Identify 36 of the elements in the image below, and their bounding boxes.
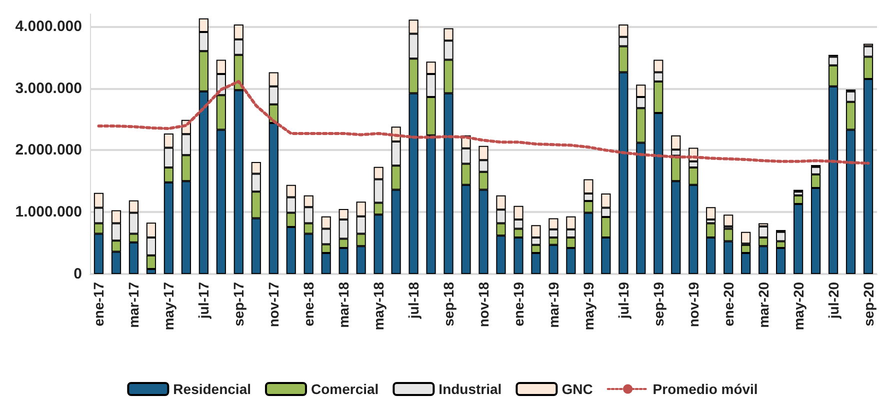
x-tick-label: mar-17	[126, 282, 142, 328]
x-tick-label: may-20	[790, 282, 806, 330]
legend-label: GNC	[562, 381, 593, 397]
legend-label: Comercial	[310, 381, 379, 397]
x-tick-label: jul-17	[196, 282, 212, 320]
y-tick-label: 4.000.000	[15, 18, 82, 35]
bar	[706, 207, 716, 220]
x-tick-label: ene-18	[300, 282, 317, 326]
x-tick-label: ene-17	[90, 282, 107, 326]
x-tick-label: ene-19	[510, 282, 526, 326]
x-tick-label: nov-17	[266, 282, 282, 328]
y-tick-label: 3.000.000	[15, 80, 82, 97]
x-tick-label: ene-20	[720, 282, 736, 326]
x-tick-label: sep-17	[230, 282, 247, 326]
legend-label: Residencial	[173, 381, 252, 397]
x-tick-label: may-17	[160, 282, 177, 330]
legend-label: Industrial	[438, 381, 502, 397]
x-tick-label: mar-19	[545, 282, 562, 328]
x-tick-label: mar-18	[336, 282, 352, 328]
x-tick-label: nov-18	[476, 282, 492, 328]
x-tick-label: nov-19	[685, 282, 702, 328]
x-tick-label: sep-19	[650, 282, 666, 326]
x-tick-label: jul-20	[825, 282, 842, 320]
x-tick-label: mar-20	[755, 282, 772, 328]
line-series	[97, 80, 870, 165]
x-tick-label: may-19	[580, 282, 596, 330]
y-tick-label: 2.000.000	[15, 142, 82, 159]
bar	[724, 214, 734, 226]
legend-label: Promedio móvil	[652, 381, 758, 397]
x-tick-label: may-18	[370, 282, 387, 330]
y-tick-label: 1.000.000	[15, 204, 82, 221]
x-tick-label: jul-18	[406, 282, 422, 320]
y-tick-label: 0	[74, 266, 82, 282]
x-tick-label: sep-20	[860, 282, 876, 326]
x-tick-label: sep-18	[440, 282, 457, 326]
x-tick-label: jul-19	[615, 282, 632, 320]
